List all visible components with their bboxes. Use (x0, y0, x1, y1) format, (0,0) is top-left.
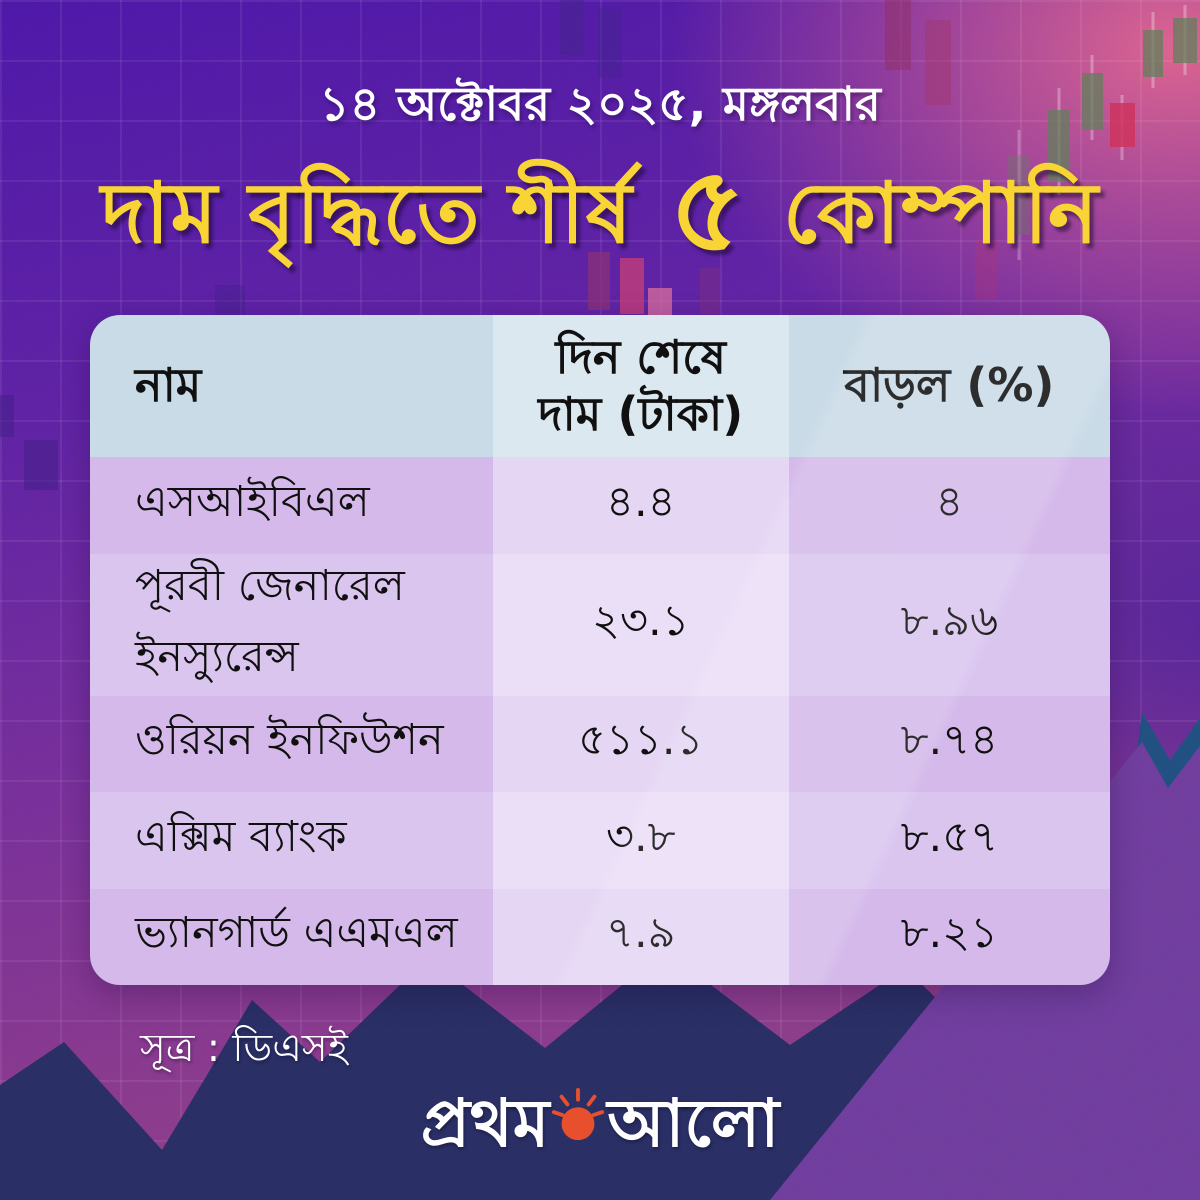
cell-price: ৫১১.১ (492, 695, 789, 792)
table-header-row: নাম দিন শেষে দাম (টাকা) বাড়ল (%) (90, 315, 1110, 457)
prothom-alo-logo: প্রথম আলো (0, 1085, 1200, 1162)
header-cell-name: নাম (90, 315, 493, 457)
logo-word-2: আলো (607, 1085, 780, 1162)
table-row: এসআইবিএল ৪.৪ ৪ (90, 457, 1110, 554)
sun-icon (552, 1087, 605, 1140)
stock-table: নাম দিন শেষে দাম (টাকা) বাড়ল (%) এসআইবি… (90, 315, 1110, 985)
table-row: পূরবী জেনারেল ইনস্যুরেন্স ২৩.১ ৮.৯৬ (90, 553, 1110, 696)
table-row: ভ্যানগার্ড এএমএল ৭.৯ ৮.২১ (90, 888, 1110, 985)
logo-word-1: প্রথম (420, 1085, 550, 1162)
cell-price: ৭.৯ (492, 888, 789, 985)
table-row: এক্সিম ব্যাংক ৩.৮ ৮.৫৭ (90, 792, 1110, 889)
title-prefix: দাম বৃদ্ধিতে শীর্ষ (101, 164, 633, 262)
cell-price: ৩.৮ (492, 792, 789, 889)
cell-change: ৮.৭৪ (788, 695, 1110, 792)
cell-company-name: ওরিয়ন ইনফিউশন (90, 695, 493, 792)
date-text: ১৪ অক্টোবর ২০২৫, মঙ্গলবার (319, 77, 881, 132)
header-cell-change: বাড়ল (%) (788, 315, 1110, 457)
cell-change: ৮.৫৭ (788, 792, 1110, 889)
cell-company-name: এক্সিম ব্যাংক (90, 792, 493, 889)
header-price-line2: দাম (টাকা) (538, 387, 744, 441)
page-title: দাম বৃদ্ধিতে শীর্ষ ৫ কোম্পানি (101, 140, 1099, 278)
cell-change: ৮.২১ (788, 888, 1110, 985)
cell-company-name: এসআইবিএল (90, 457, 493, 554)
cell-price: ৪.৪ (492, 457, 789, 554)
title-suffix: কোম্পানি (782, 164, 1099, 262)
cell-company-name: ভ্যানগার্ড এএমএল (90, 888, 493, 985)
source-text: সূত্র : ডিএসই (140, 1026, 348, 1071)
cell-change: ৪ (788, 457, 1110, 554)
cell-change: ৮.৯৬ (788, 553, 1110, 696)
header-price-line1: দিন শেষে (555, 329, 727, 384)
header-cell-price: দিন শেষে দাম (টাকা) (492, 315, 789, 457)
cell-price: ২৩.১ (492, 553, 789, 696)
table-row: ওরিয়ন ইনফিউশন ৫১১.১ ৮.৭৪ (90, 695, 1110, 792)
cell-company-name: পূরবী জেনারেল ইনস্যুরেন্স (90, 553, 493, 696)
